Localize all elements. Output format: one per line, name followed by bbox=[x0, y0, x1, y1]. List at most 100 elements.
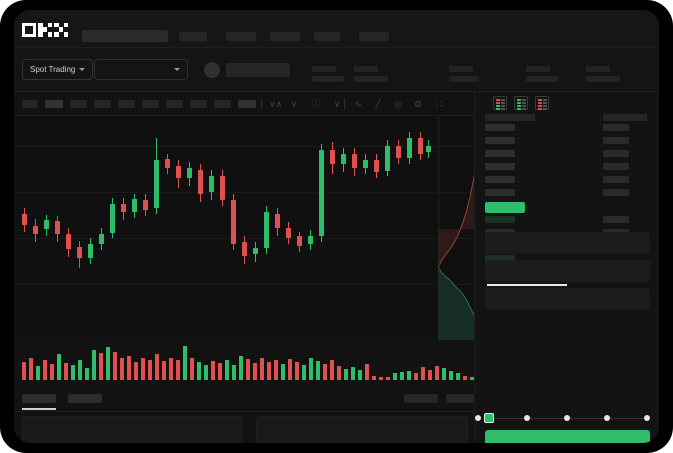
orderbook-spread-row[interactable] bbox=[485, 202, 525, 213]
volume-bar-45 bbox=[337, 366, 341, 380]
slider-stop-25[interactable] bbox=[524, 415, 530, 421]
tab-order-history[interactable] bbox=[68, 394, 102, 403]
orderbook-mode-both-icon[interactable] bbox=[493, 96, 507, 110]
volume-bar-26 bbox=[204, 365, 208, 380]
camera-icon[interactable]: ◎ bbox=[394, 99, 402, 109]
nav-item-2[interactable] bbox=[226, 32, 256, 41]
orderbook-mode-bids-icon[interactable] bbox=[514, 96, 528, 110]
timeframe-3[interactable] bbox=[70, 100, 87, 108]
volume-bar-3 bbox=[43, 360, 47, 380]
total-input[interactable] bbox=[485, 288, 650, 310]
volume-bar-22 bbox=[176, 360, 180, 380]
tab-open-orders[interactable] bbox=[22, 394, 56, 403]
price-input[interactable] bbox=[485, 232, 650, 254]
place-buy-order-button[interactable] bbox=[485, 430, 650, 443]
candle-18 bbox=[220, 116, 226, 338]
timeframe-4[interactable] bbox=[94, 100, 111, 108]
volume-bar-50 bbox=[372, 376, 376, 380]
candle-16 bbox=[198, 116, 204, 338]
orderbook-ask-row-3[interactable] bbox=[485, 163, 515, 170]
orderbook-ask-row-0[interactable] bbox=[485, 124, 515, 131]
timeframe-1[interactable] bbox=[22, 100, 38, 108]
search-input[interactable] bbox=[82, 30, 168, 42]
candle-body bbox=[44, 220, 50, 229]
volume-bar-15 bbox=[127, 356, 131, 380]
slider-stop-100[interactable] bbox=[644, 415, 650, 421]
chevron-down-icon[interactable]: ∨ bbox=[333, 99, 341, 109]
candle-body bbox=[231, 200, 237, 244]
orderbook-column-header-price bbox=[485, 114, 535, 121]
nav-item-4[interactable] bbox=[314, 32, 340, 41]
volume-bar-37 bbox=[281, 364, 285, 380]
volume-bar-41 bbox=[309, 358, 313, 380]
candle-2 bbox=[44, 116, 50, 338]
orderbook-bid-row-0[interactable] bbox=[485, 216, 515, 223]
market-type-select[interactable]: Spot Trading bbox=[22, 59, 94, 80]
stat-label bbox=[526, 66, 550, 72]
volume-bar-4 bbox=[50, 364, 54, 380]
candle-body bbox=[176, 166, 182, 178]
volume-bar-28 bbox=[218, 363, 222, 380]
amount-input[interactable] bbox=[485, 260, 650, 282]
candle-body bbox=[110, 204, 116, 233]
candlestick-chart[interactable] bbox=[14, 116, 474, 338]
orderbook-amount-cell-4 bbox=[603, 176, 629, 183]
nav-item-1[interactable] bbox=[179, 32, 207, 41]
indicator-icon[interactable]: ∨. bbox=[290, 99, 300, 109]
slider-stop-75[interactable] bbox=[604, 415, 610, 421]
timeframe-9[interactable] bbox=[214, 100, 231, 108]
fullscreen-icon[interactable]: ⛶ bbox=[435, 99, 443, 109]
timeframe-10[interactable] bbox=[238, 100, 256, 108]
volume-bar-31 bbox=[239, 356, 243, 380]
nav-item-5[interactable] bbox=[359, 32, 389, 41]
volume-bar-24 bbox=[190, 358, 194, 380]
candle-3 bbox=[55, 116, 61, 338]
amount-slider-handle[interactable] bbox=[484, 413, 494, 423]
volume-bar-56 bbox=[414, 373, 418, 380]
orderbook-ask-row-4[interactable] bbox=[485, 176, 515, 183]
candlestick-type-icon[interactable]: ∨∧ bbox=[269, 99, 283, 109]
candle-32 bbox=[374, 116, 380, 338]
volume-bar-47 bbox=[351, 367, 355, 380]
timeframe-6[interactable] bbox=[142, 100, 159, 108]
candle-24 bbox=[286, 116, 292, 338]
volume-bar-16 bbox=[134, 362, 138, 380]
settings-icon[interactable]: ⚙ bbox=[413, 99, 423, 109]
orderbook-ask-row-5[interactable] bbox=[485, 189, 515, 196]
bottom-card-right bbox=[256, 416, 468, 443]
slider-stop-50[interactable] bbox=[475, 415, 481, 421]
tab-action-2[interactable] bbox=[446, 394, 480, 403]
timeframe-2[interactable] bbox=[45, 100, 63, 108]
slider-stop-50[interactable] bbox=[564, 415, 570, 421]
candle-14 bbox=[176, 116, 182, 338]
candle-20 bbox=[242, 116, 248, 338]
nav-item-3[interactable] bbox=[270, 32, 300, 41]
timeframe-8[interactable] bbox=[190, 100, 207, 108]
tab-action-1[interactable] bbox=[404, 394, 438, 403]
orderbook-ask-row-2[interactable] bbox=[485, 150, 515, 157]
volume-bar-44 bbox=[330, 360, 334, 380]
timeframe-5[interactable] bbox=[118, 100, 135, 108]
candle-body bbox=[330, 150, 336, 164]
volume-bar-62 bbox=[456, 373, 460, 380]
candle-29 bbox=[341, 116, 347, 338]
candle-27 bbox=[319, 116, 325, 338]
candle-body bbox=[165, 159, 171, 168]
candle-7 bbox=[99, 116, 105, 338]
volume-bar-42 bbox=[316, 361, 320, 380]
stat-value bbox=[586, 76, 620, 82]
volume-bar-25 bbox=[197, 362, 201, 380]
orderbook-bid-row-3[interactable] bbox=[485, 255, 515, 262]
volume-bar-11 bbox=[99, 353, 103, 380]
line-chart-icon[interactable]: ∿ bbox=[354, 99, 362, 109]
orderbook-ask-row-1[interactable] bbox=[485, 137, 515, 144]
drawing-tool-icon[interactable]: ╱ bbox=[375, 99, 381, 109]
compare-icon[interactable]: ⓘ bbox=[311, 99, 321, 109]
candle-26 bbox=[308, 116, 314, 338]
volume-bar-53 bbox=[393, 373, 397, 380]
toolbar-divider bbox=[344, 98, 345, 110]
okx-logo-icon[interactable] bbox=[22, 22, 68, 37]
trading-pair-select[interactable] bbox=[94, 59, 188, 80]
orderbook-mode-asks-icon[interactable] bbox=[535, 96, 549, 110]
timeframe-7[interactable] bbox=[166, 100, 183, 108]
